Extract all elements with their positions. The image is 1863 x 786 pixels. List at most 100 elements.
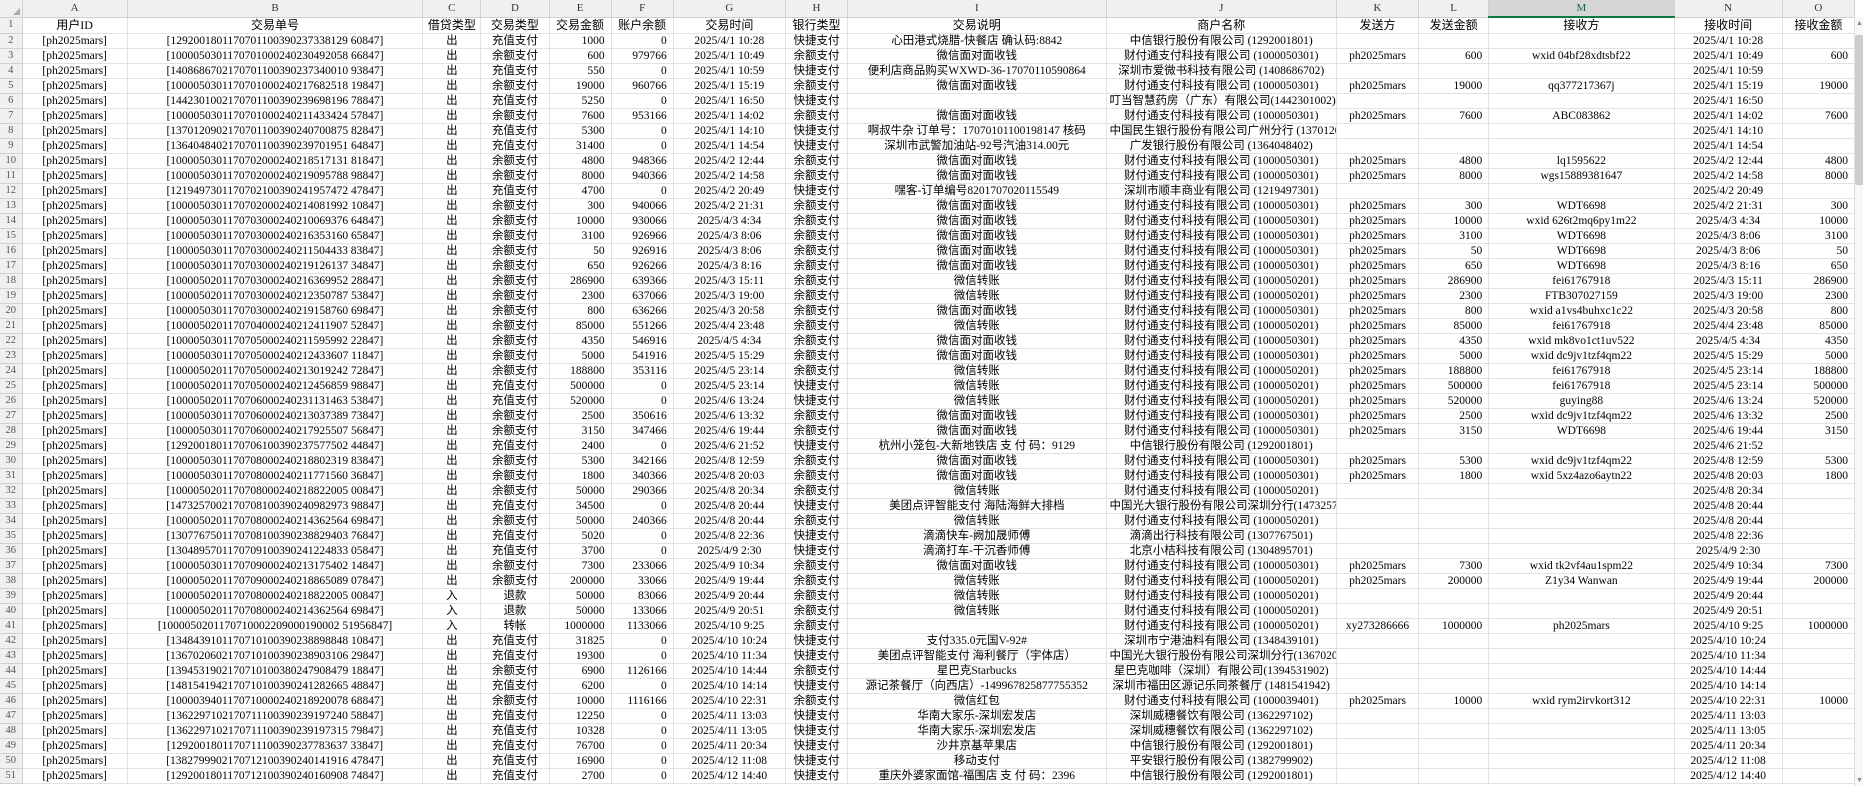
- cell-user-id[interactable]: [ph2025mars]: [21, 423, 128, 439]
- cell-balance[interactable]: 926916: [610, 243, 674, 259]
- cell-bank-type[interactable]: 快捷支付: [784, 93, 849, 109]
- cell-user-id[interactable]: [ph2025mars]: [21, 123, 128, 139]
- cell-recv-amount[interactable]: [1781, 738, 1856, 754]
- cell-recv-amount[interactable]: [1781, 138, 1856, 154]
- cell-amount[interactable]: 2400: [548, 438, 612, 454]
- cell-txn-no[interactable]: [1000050201170710002209000190002 5195684…: [126, 618, 424, 634]
- cell-receiver[interactable]: wxid rym2irvkort312: [1488, 693, 1675, 709]
- header-cell-recv-time[interactable]: 接收时间: [1673, 16, 1783, 34]
- cell-bank-type[interactable]: 余额支付: [784, 243, 849, 259]
- column-header-L[interactable]: L: [1418, 0, 1490, 18]
- cell-txn-no[interactable]: [1000050301170706000240217925507 56847]: [126, 423, 424, 439]
- cell-recv-time[interactable]: 2025/4/1 10:49: [1673, 48, 1783, 64]
- row-header[interactable]: 17: [0, 258, 23, 274]
- cell-user-id[interactable]: [ph2025mars]: [21, 138, 128, 154]
- cell-amount[interactable]: 1800: [548, 468, 612, 484]
- cell-user-id[interactable]: [ph2025mars]: [21, 498, 128, 514]
- cell-memo[interactable]: 微信转账: [847, 273, 1107, 289]
- cell-sender[interactable]: ph2025mars: [1335, 468, 1420, 484]
- cell-amount[interactable]: 10328: [548, 723, 612, 739]
- cell-user-id[interactable]: [ph2025mars]: [21, 183, 128, 199]
- cell-balance[interactable]: 0: [610, 543, 674, 559]
- row-header[interactable]: 18: [0, 273, 23, 289]
- cell-recv-amount[interactable]: 85000: [1781, 318, 1856, 334]
- cell-user-id[interactable]: [ph2025mars]: [21, 543, 128, 559]
- row-header[interactable]: 12: [0, 183, 23, 199]
- cell-dc-type[interactable]: 入: [422, 588, 482, 604]
- row-header[interactable]: 28: [0, 423, 23, 439]
- cell-balance[interactable]: 636266: [610, 303, 674, 319]
- cell-user-id[interactable]: [ph2025mars]: [21, 303, 128, 319]
- cell-recv-time[interactable]: 2025/4/4 23:48: [1673, 318, 1783, 334]
- cell-txn-time[interactable]: 2025/4/5 15:29: [672, 348, 786, 364]
- cell-recv-time[interactable]: 2025/4/3 20:58: [1673, 303, 1783, 319]
- cell-user-id[interactable]: [ph2025mars]: [21, 198, 128, 214]
- cell-recv-amount[interactable]: 4800: [1781, 153, 1856, 169]
- cell-send-amount[interactable]: 7600: [1418, 108, 1490, 124]
- cell-txn-time[interactable]: 2025/4/11 13:05: [672, 723, 786, 739]
- column-header-I[interactable]: I: [847, 0, 1107, 18]
- cell-recv-time[interactable]: 2025/4/3 15:11: [1673, 273, 1783, 289]
- cell-user-id[interactable]: [ph2025mars]: [21, 258, 128, 274]
- cell-txn-time[interactable]: 2025/4/1 14:10: [672, 123, 786, 139]
- cell-receiver[interactable]: wxid tk2vf4au1spm22: [1488, 558, 1675, 574]
- cell-sender[interactable]: [1335, 438, 1420, 454]
- cell-amount[interactable]: 5250: [548, 93, 612, 109]
- column-header-F[interactable]: F: [610, 0, 674, 18]
- cell-recv-amount[interactable]: [1781, 528, 1856, 544]
- cell-recv-amount[interactable]: 188800: [1781, 363, 1856, 379]
- cell-txn-time[interactable]: 2025/4/9 19:44: [672, 573, 786, 589]
- cell-balance[interactable]: 1126166: [610, 663, 674, 679]
- cell-receiver[interactable]: wxid dc9jv1tzf4qm22: [1488, 348, 1675, 364]
- row-header[interactable]: 23: [0, 348, 23, 364]
- cell-merchant[interactable]: 财付通支付科技有限公司 (1000050301): [1105, 348, 1337, 364]
- cell-recv-amount[interactable]: [1781, 63, 1856, 79]
- cell-txn-time[interactable]: 2025/4/9 20:51: [672, 603, 786, 619]
- cell-recv-amount[interactable]: 1800: [1781, 468, 1856, 484]
- cell-txn-no[interactable]: [1367020602170710100390238903106 29847]: [126, 648, 424, 664]
- cell-recv-time[interactable]: 2025/4/1 14:54: [1673, 138, 1783, 154]
- cell-bank-type[interactable]: 快捷支付: [784, 648, 849, 664]
- cell-recv-amount[interactable]: 200000: [1781, 573, 1856, 589]
- cell-sender[interactable]: [1335, 123, 1420, 139]
- cell-bank-type[interactable]: 快捷支付: [784, 498, 849, 514]
- cell-amount[interactable]: 2500: [548, 408, 612, 424]
- cell-txn-no[interactable]: [1473257002170708100390240982973 98847]: [126, 498, 424, 514]
- cell-balance[interactable]: 926966: [610, 228, 674, 244]
- cell-bank-type[interactable]: 余额支付: [784, 333, 849, 349]
- cell-user-id[interactable]: [ph2025mars]: [21, 618, 128, 634]
- cell-bank-type[interactable]: 余额支付: [784, 78, 849, 94]
- cell-recv-amount[interactable]: [1781, 183, 1856, 199]
- cell-memo[interactable]: 微信红包: [847, 693, 1107, 709]
- cell-merchant[interactable]: 财付通支付科技有限公司 (1000050301): [1105, 468, 1337, 484]
- cell-sender[interactable]: ph2025mars: [1335, 198, 1420, 214]
- cell-balance[interactable]: 0: [610, 378, 674, 394]
- cell-send-amount[interactable]: [1418, 498, 1490, 514]
- row-header[interactable]: 36: [0, 543, 23, 559]
- cell-txn-no[interactable]: [1000050201170703000240216369952 28847]: [126, 273, 424, 289]
- header-cell-sender[interactable]: 发送方: [1335, 16, 1420, 34]
- cell-txn-time[interactable]: 2025/4/3 15:11: [672, 273, 786, 289]
- cell-send-amount[interactable]: [1418, 183, 1490, 199]
- cell-txn-type[interactable]: 余额支付: [480, 213, 550, 229]
- cell-bank-type[interactable]: 快捷支付: [784, 378, 849, 394]
- cell-recv-time[interactable]: 2025/4/9 2:30: [1673, 543, 1783, 559]
- cell-merchant[interactable]: 深圳威穗餐饮有限公司 (1362297102): [1105, 723, 1337, 739]
- cell-send-amount[interactable]: [1418, 438, 1490, 454]
- cell-receiver[interactable]: wxid dc9jv1tzf4qm22: [1488, 408, 1675, 424]
- cell-user-id[interactable]: [ph2025mars]: [21, 33, 128, 49]
- header-cell-txn-time[interactable]: 交易时间: [672, 16, 786, 34]
- cell-bank-type[interactable]: 余额支付: [784, 303, 849, 319]
- cell-send-amount[interactable]: 10000: [1418, 213, 1490, 229]
- cell-balance[interactable]: 0: [610, 93, 674, 109]
- row-header[interactable]: 24: [0, 363, 23, 379]
- cell-merchant[interactable]: 财付通支付科技有限公司 (1000050301): [1105, 258, 1337, 274]
- cell-txn-no[interactable]: [1000050301170701000240230492058 66847]: [126, 48, 424, 64]
- cell-send-amount[interactable]: [1418, 543, 1490, 559]
- row-header[interactable]: 25: [0, 378, 23, 394]
- cell-memo[interactable]: 微信面对面收钱: [847, 348, 1107, 364]
- cell-recv-amount[interactable]: [1781, 513, 1856, 529]
- cell-dc-type[interactable]: 出: [422, 63, 482, 79]
- column-header-E[interactable]: E: [548, 0, 612, 18]
- cell-receiver[interactable]: [1488, 528, 1675, 544]
